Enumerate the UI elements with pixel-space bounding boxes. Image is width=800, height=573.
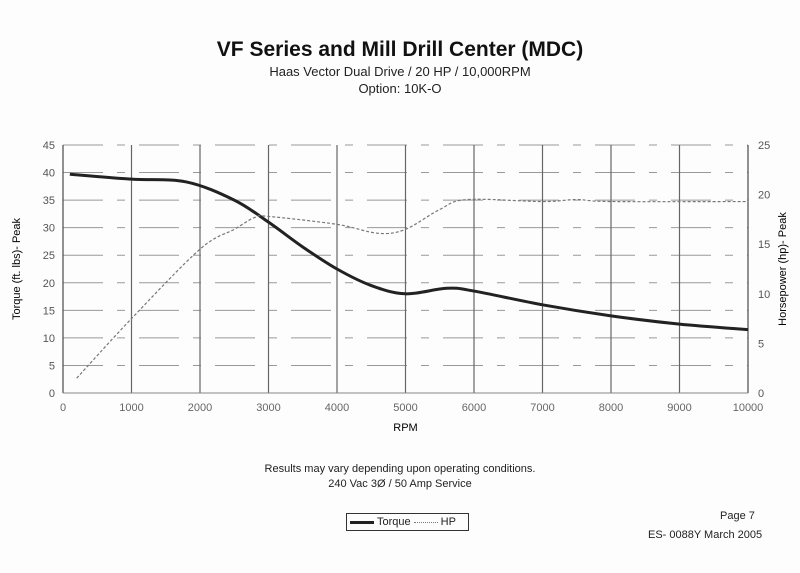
y-tick-label: 15 <box>43 305 55 317</box>
y2-tick-label: 0 <box>758 388 764 400</box>
x-axis-label: RPM <box>393 422 417 434</box>
y-tick-label: 25 <box>43 250 55 262</box>
legend-torque-label: Torque <box>377 516 411 528</box>
chart-subtitle-option: Option: 10K-O <box>358 81 442 96</box>
x-tick-label: 4000 <box>325 402 349 414</box>
y-tick-label: 5 <box>49 360 55 372</box>
x-tick-label: 8000 <box>599 402 623 414</box>
y-tick-label: 45 <box>43 140 55 152</box>
x-tick-label: 5000 <box>393 402 417 414</box>
x-tick-label: 0 <box>60 402 66 414</box>
x-tick-label: 1000 <box>119 402 143 414</box>
y2-tick-label: 15 <box>758 239 770 251</box>
note-service: 240 Vac 3Ø / 50 Amp Service <box>328 478 472 490</box>
document-id: ES- 0088Y March 2005 <box>648 529 763 541</box>
y-tick-label: 35 <box>43 195 55 207</box>
chart-subtitle: Haas Vector Dual Drive / 20 HP / 10,000R… <box>269 64 531 79</box>
page-number: Page 7 <box>720 510 755 522</box>
y-tick-label: 0 <box>49 388 55 400</box>
y-axis-label: Torque (ft. lbs)- Peak <box>11 217 23 320</box>
series-line-hp <box>76 198 749 379</box>
x-tick-label: 2000 <box>188 402 212 414</box>
y-tick-label: 40 <box>43 168 55 180</box>
y-tick-label: 20 <box>43 278 55 290</box>
y2-axis-label: Horsepower (hp)- Peak <box>777 212 789 326</box>
y2-tick-label: 25 <box>758 140 770 152</box>
y-tick-label: 10 <box>43 333 55 345</box>
series-line-torque <box>69 172 749 332</box>
y2-tick-label: 20 <box>758 190 770 202</box>
legend-hp-swatch <box>413 521 438 523</box>
y2-tick-label: 10 <box>758 289 770 301</box>
chart-title: VF Series and Mill Drill Center (MDC) <box>216 38 584 61</box>
x-tick-label: 3000 <box>256 402 280 414</box>
x-tick-label: 10000 <box>733 402 764 414</box>
legend-torque-swatch <box>350 520 374 524</box>
x-tick-label: 9000 <box>667 402 691 414</box>
legend: Torque HP <box>346 513 469 531</box>
x-tick-label: 7000 <box>530 402 554 414</box>
y-tick-label: 30 <box>43 223 55 235</box>
legend-hp-label: HP <box>440 516 456 528</box>
x-tick-label: 6000 <box>462 402 486 414</box>
y2-tick-label: 5 <box>758 338 764 350</box>
note: Results may vary depending upon operatin… <box>264 463 536 475</box>
